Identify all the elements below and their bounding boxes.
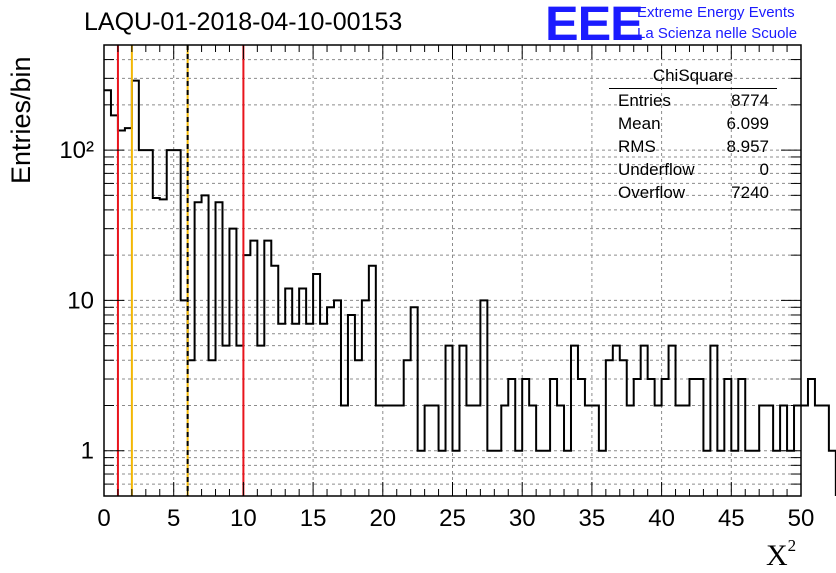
chart-title: LAQU-01-2018-04-10-00153 [84,8,403,36]
x-tick-label: 25 [439,505,466,532]
eee-logo-line2: La Scienza nelle Scuole [637,25,798,42]
eee-logo-mark: EEE [545,0,644,51]
threshold-lines [116,45,245,496]
stats-value: 0 [759,160,769,179]
stats-label: Entries [618,91,671,110]
x-tick-label: 30 [509,505,536,532]
stats-row-overflow: Overflow 7240 [609,181,777,204]
stats-value: 8774 [731,91,769,110]
y-tick-label: 1 [81,438,94,465]
histogram-series [104,79,836,496]
x-tick-label: 0 [97,505,110,532]
stats-row-underflow: Underflow 0 [609,158,777,181]
x-tick-label: 15 [300,505,327,532]
axes [103,44,802,497]
stats-row-rms: RMS 8.957 [609,135,777,158]
stats-label: Overflow [618,183,686,202]
y-tick-label: 10 [67,287,94,314]
x-tick-label: 20 [369,505,396,532]
stats-label: RMS [618,137,656,156]
stats-label: Mean [618,114,661,133]
eee-logo-line1: Extreme Energy Events [637,4,795,21]
stats-box-title: ChiSquare [609,66,777,89]
stats-label: Underflow [618,160,695,179]
stats-row-mean: Mean 6.099 [609,112,777,135]
x-tick-label: 40 [648,505,675,532]
y-tick-label: 10² [59,137,94,164]
tick-labels: 0 5 10 15 20 25 30 35 40 45 50 1 10 10² [59,137,814,532]
x-tick-label: 10 [230,505,257,532]
x-tick-label: 50 [788,505,815,532]
y-axis-label: Entries/bin [6,56,36,184]
x-axis-label: X2 [766,536,797,572]
stats-value: 7240 [731,183,769,202]
histogram-line [104,79,836,496]
x-tick-label: 35 [579,505,606,532]
stats-value: 6.099 [726,114,769,133]
stats-box: ChiSquare Entries 8774 Mean 6.099 RMS 8.957 Un… [609,66,777,204]
x-tick-label: 5 [167,505,180,532]
stats-row-entries: Entries 8774 [609,89,777,112]
stats-value: 8.957 [726,137,769,156]
x-tick-label: 45 [718,505,745,532]
